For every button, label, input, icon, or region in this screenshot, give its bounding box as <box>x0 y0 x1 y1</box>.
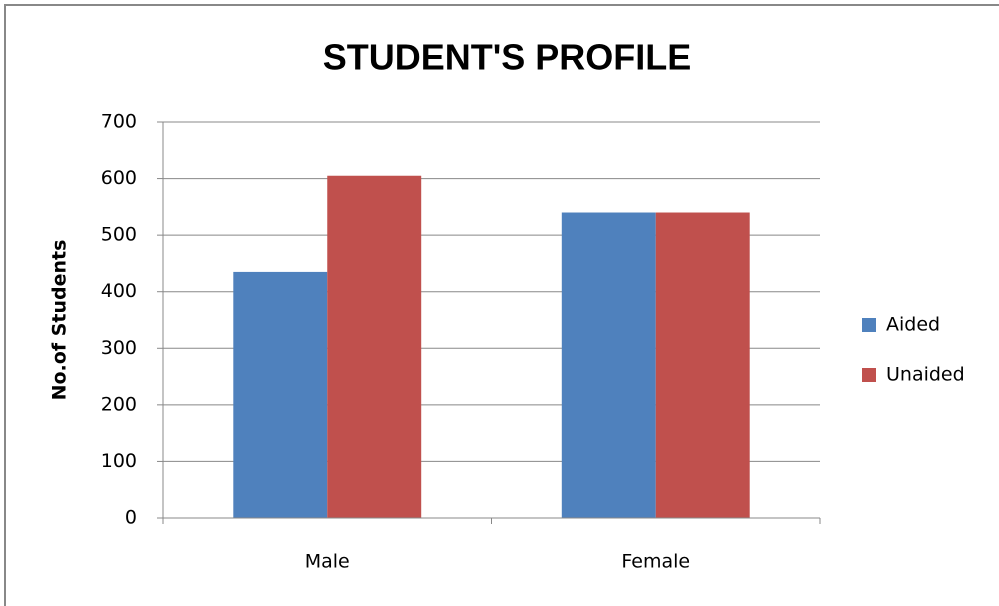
y-axis-title: No.of Students <box>49 240 71 401</box>
y-tick-label: 300 <box>101 337 137 359</box>
y-tick-label: 200 <box>101 393 137 415</box>
chart-title: STUDENT'S PROFILE <box>323 37 692 78</box>
legend-swatch <box>862 318 876 332</box>
bar <box>233 271 328 518</box>
bar <box>561 212 656 518</box>
y-tick-label: 100 <box>101 450 137 472</box>
legend-label: Unaided <box>886 364 965 386</box>
y-tick-label: 700 <box>101 111 137 133</box>
y-tick-label: 400 <box>101 280 137 302</box>
bar <box>327 175 422 518</box>
x-tick-label: Female <box>621 551 690 573</box>
bar <box>655 212 750 518</box>
legend-label: Aided <box>886 314 940 336</box>
x-tick-label: Male <box>305 551 350 573</box>
chart-border <box>4 4 999 606</box>
y-tick-label: 600 <box>101 167 137 189</box>
y-tick-label: 0 <box>125 507 137 529</box>
legend-swatch <box>862 368 876 382</box>
y-tick-label: 500 <box>101 224 137 246</box>
